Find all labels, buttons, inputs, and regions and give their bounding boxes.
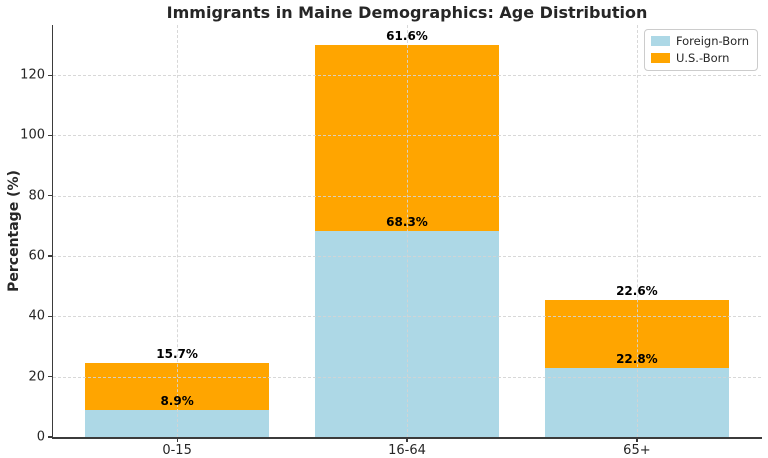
- bar-value-label: 22.8%: [616, 352, 658, 367]
- y-tick-label: 20: [28, 369, 45, 385]
- y-axis-spine: [52, 25, 54, 437]
- x-tick-label: 65+: [623, 443, 651, 458]
- chart-title: Immigrants in Maine Demographics: Age Di…: [166, 3, 648, 22]
- gridline-vertical: [177, 25, 179, 437]
- bar-value-label: 15.7%: [156, 346, 198, 361]
- y-axis-tick: [48, 315, 53, 318]
- y-axis-tick: [48, 134, 53, 137]
- legend-label-foreign-born: Foreign-Born: [675, 34, 749, 48]
- y-tick-label: 40: [28, 308, 45, 324]
- y-axis-tick: [48, 195, 53, 197]
- bar-value-label: 61.6%: [386, 29, 428, 44]
- y-tick-label: 80: [28, 188, 45, 204]
- gridline-vertical: [407, 25, 408, 437]
- y-axis-tick: [48, 74, 53, 76]
- x-tick-label: 16-64: [388, 443, 426, 458]
- y-tick-label: 100: [20, 127, 45, 143]
- y-axis-tick: [48, 436, 53, 438]
- bar-value-label: 8.9%: [160, 394, 194, 409]
- bar-segment-u-s-born: [544, 300, 729, 369]
- y-axis-label: Percentage (%): [6, 170, 22, 292]
- legend-swatch-foreign-born-icon: [650, 36, 670, 46]
- y-tick-label: 0: [36, 429, 45, 445]
- x-axis-tick: [176, 437, 178, 442]
- legend-item-foreign-born: Foreign-Born: [650, 34, 749, 48]
- x-tick-label: 0-15: [162, 443, 192, 458]
- y-axis-tick: [48, 255, 53, 257]
- legend: Foreign-Born U.S.-Born: [643, 29, 758, 71]
- bar-value-label: 68.3%: [386, 215, 428, 229]
- bar-value-label: 22.6%: [616, 284, 658, 299]
- gridline-vertical: [636, 25, 638, 437]
- bar-segment-foreign-born: [544, 368, 729, 437]
- x-axis-tick: [636, 437, 638, 442]
- legend-item-us-born: U.S.-Born: [650, 51, 749, 65]
- legend-swatch-us-born-icon: [650, 53, 670, 63]
- plot-area: Foreign-Born U.S.-Born 0 20 40 60 80 100 120 0-…: [20, 25, 762, 458]
- x-axis-tick: [406, 437, 408, 442]
- y-tick-label: 120: [20, 67, 45, 83]
- y-tick-label: 60: [28, 248, 45, 264]
- legend-label-us-born: U.S.-Born: [675, 51, 730, 65]
- y-axis-tick: [48, 376, 53, 378]
